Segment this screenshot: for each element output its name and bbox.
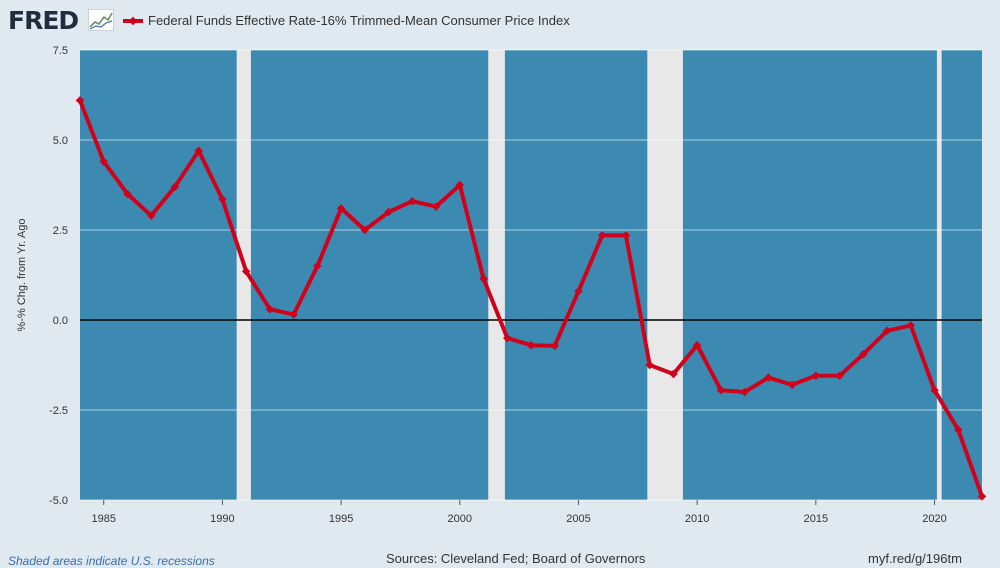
x-tick-label: 2005 [566,513,590,525]
data-point [859,349,868,359]
data-point [645,360,654,370]
legend-series-marker [123,16,143,26]
y-tick-label: -2.5 [49,405,68,417]
y-tick-label: 2.5 [53,225,68,237]
data-point [123,189,132,199]
x-tick-label: 1995 [329,513,353,525]
x-tick-label: 2000 [448,513,472,525]
data-point [835,371,844,381]
legend-series-label: Federal Funds Effective Rate-16% Trimmed… [148,13,570,28]
data-point [503,333,512,343]
recession-band [488,50,505,500]
data-point [241,267,251,276]
data-point [787,380,797,390]
data-point [170,182,180,192]
y-axis-label: %-% Chg. from Yr. Ago [16,219,28,332]
data-point [977,492,987,501]
data-point [906,321,916,330]
data-point [360,225,370,235]
data-point [218,195,227,204]
data-point [526,340,536,350]
short-link[interactable]: myf.red/g/196tm [868,551,962,566]
recession-band [936,50,942,500]
x-tick-label: 1985 [91,513,115,525]
fred-logo[interactable]: FRED [8,6,79,35]
y-tick-label: 0.0 [53,315,68,327]
data-point [811,371,821,381]
y-tick-label: -5.0 [49,495,68,507]
sources-text: Sources: Cleveland Fed; Board of Governo… [386,551,646,566]
data-point [289,310,298,319]
x-tick-label: 2010 [685,513,709,525]
data-point [574,286,583,296]
data-point [336,204,346,213]
recession-note: Shaded areas indicate U.S. recessions [8,554,215,568]
data-point [75,96,85,105]
data-point [99,157,108,166]
data-point [479,274,488,283]
recession-band [647,50,683,500]
data-point [455,180,465,190]
data-point [669,369,678,379]
data-point [930,385,939,395]
data-point [146,211,156,220]
x-tick-label: 2015 [804,513,828,525]
y-tick-label: 7.5 [53,45,68,57]
data-point [313,261,322,271]
data-point [408,196,417,206]
plot-area [80,50,982,500]
data-point [740,387,749,397]
header: FRED Federal Funds Effective Rate-16% Tr… [0,0,1000,44]
data-point [692,340,702,350]
data-point [716,385,726,395]
data-point [954,425,963,435]
data-point [194,146,203,156]
line-graph-icon [88,9,114,31]
data-point [882,326,892,336]
y-tick-label: 5.0 [53,135,68,147]
data-point [764,373,773,382]
x-tick-label: 2020 [922,513,946,525]
recession-band [236,50,251,500]
x-tick-label: 1990 [210,513,234,525]
data-point [431,202,441,211]
data-point [384,207,393,217]
data-point [265,304,275,314]
data-point [550,341,559,351]
